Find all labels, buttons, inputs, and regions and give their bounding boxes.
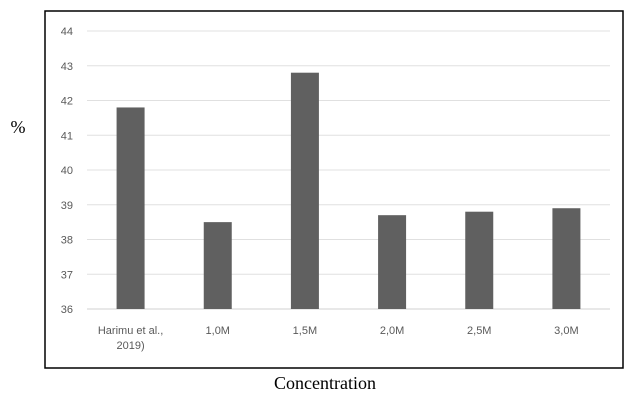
bar xyxy=(116,107,145,309)
x-axis-ticks: Harimu et al., 2019) 1,0M 1,5M 2,0M 2,5M 3,0M xyxy=(98,325,579,352)
y-tick-label: 43 xyxy=(61,61,73,73)
y-axis-label: % xyxy=(11,117,26,137)
y-tick-label: 37 xyxy=(61,269,73,281)
x-tick-label: 1,5M xyxy=(293,325,317,337)
x-tick-label: 1,0M xyxy=(206,325,230,337)
x-tick-label: 3,0M xyxy=(554,325,578,337)
bar xyxy=(465,211,494,309)
bars xyxy=(116,72,581,309)
y-tick-label: 36 xyxy=(61,304,73,316)
y-tick-label: 40 xyxy=(61,165,73,177)
y-tick-label: 44 xyxy=(61,26,73,38)
bar xyxy=(203,222,232,309)
y-tick-label: 42 xyxy=(61,96,73,108)
x-tick-label: 2,5M xyxy=(467,325,491,337)
y-tick-label: 41 xyxy=(61,130,73,142)
y-tick-label: 39 xyxy=(61,200,73,212)
y-tick-label: 38 xyxy=(61,235,73,247)
gridlines xyxy=(87,30,610,310)
bar xyxy=(378,215,407,309)
x-axis-label: Concentration xyxy=(274,373,376,393)
x-tick-label: 2,0M xyxy=(380,325,404,337)
bar xyxy=(290,72,319,309)
x-tick-label: Harimu et al., 2019) xyxy=(98,325,163,352)
bar xyxy=(552,208,581,309)
y-axis-ticks: 36 37 38 39 40 41 42 43 44 xyxy=(61,26,73,316)
